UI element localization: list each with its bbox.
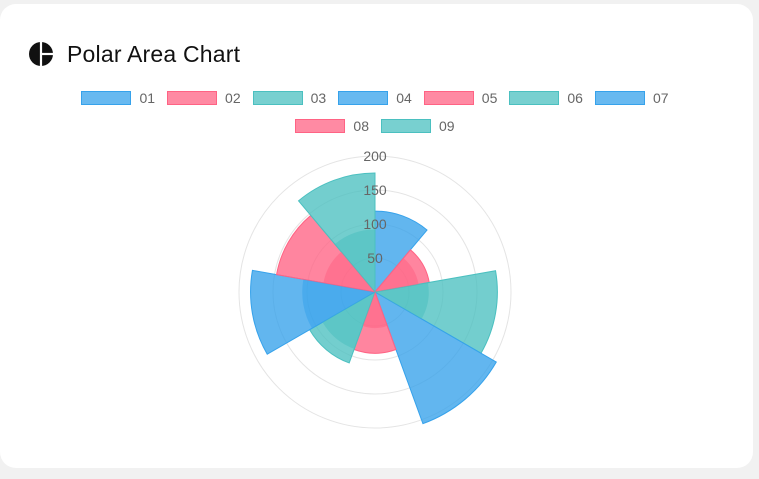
polar-inner-wedge-09	[334, 229, 375, 292]
legend-swatch	[594, 91, 645, 105]
legend-item-06[interactable]: 06	[509, 89, 583, 107]
legend-label: 02	[225, 90, 241, 106]
legend-item-07[interactable]: 07	[594, 89, 669, 107]
legend-label: 05	[481, 90, 498, 106]
legend-item-05[interactable]: 05	[423, 89, 498, 107]
polar-wedge-04[interactable]	[374, 290, 497, 425]
legend-item-01[interactable]: 01	[81, 89, 155, 107]
legend-label: 06	[567, 90, 583, 106]
legend-swatch	[338, 91, 389, 105]
legend-swatch	[381, 119, 431, 133]
r-tick-label: 200	[363, 148, 387, 164]
legend-label: 09	[439, 118, 455, 134]
legend-label: 04	[396, 90, 412, 106]
chart-header: Polar Area Chart	[28, 36, 240, 72]
chart-title: Polar Area Chart	[67, 40, 241, 67]
legend-swatch	[509, 91, 560, 105]
legend-item-08[interactable]: 08	[295, 117, 369, 135]
polar-inner-wedge-07	[302, 279, 375, 329]
polar-inner-wedge-06	[322, 292, 375, 349]
legend-item-09[interactable]: 09	[381, 117, 455, 135]
legend-label: 01	[139, 90, 156, 106]
legend-swatch	[423, 91, 474, 105]
legend-swatch	[167, 91, 218, 105]
polar-inner-wedge-02	[375, 258, 419, 292]
polar-inner-wedge-03	[375, 282, 429, 319]
legend-item-02[interactable]: 02	[167, 89, 241, 107]
legend-label: 03	[310, 90, 327, 106]
r-tick-label: 100	[363, 216, 387, 232]
legend-label: 07	[652, 90, 669, 106]
polar-inner-wedge-05	[362, 292, 388, 329]
legend-swatch	[252, 91, 303, 105]
chart-legend: 01 02 03 04 05 06 07 08 09	[60, 89, 690, 135]
legend-item-03[interactable]: 03	[252, 89, 327, 107]
r-tick-label: 50	[367, 250, 383, 266]
legend-label: 08	[353, 118, 369, 134]
legend-swatch	[295, 119, 346, 133]
legend-item-04[interactable]: 04	[338, 89, 412, 107]
polar-inner-wedge-08	[323, 251, 375, 292]
pie-chart-icon	[28, 41, 54, 67]
grid-ring	[238, 155, 512, 429]
legend-swatch	[81, 91, 132, 105]
r-tick-label: 150	[363, 182, 387, 198]
